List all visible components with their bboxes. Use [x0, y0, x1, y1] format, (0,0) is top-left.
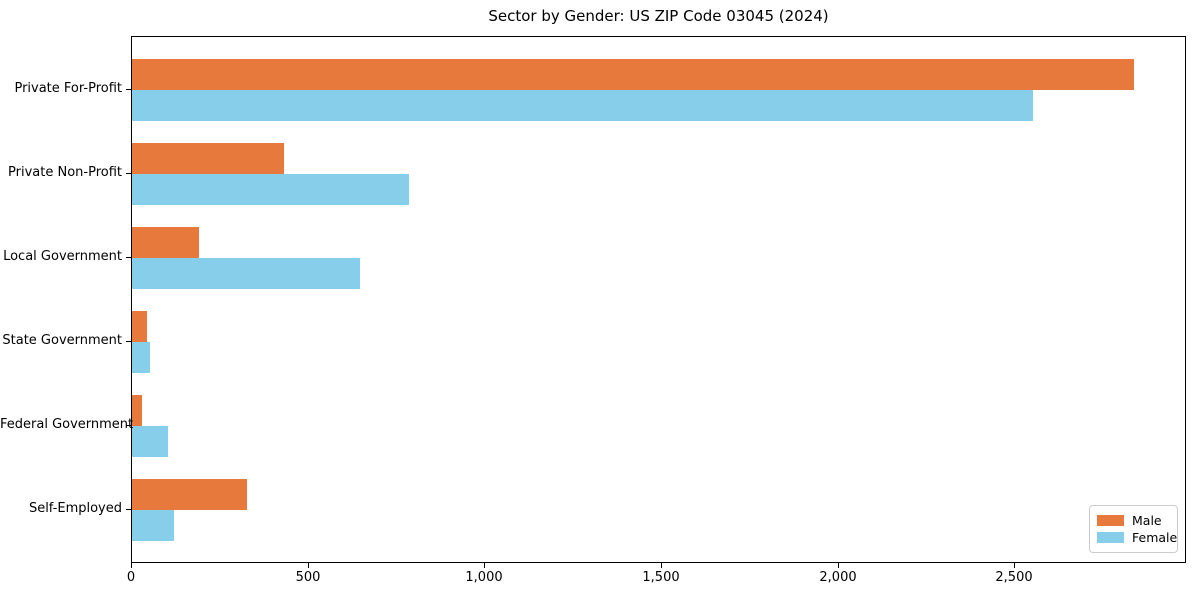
x-axis-tick-label: 500	[295, 570, 321, 585]
bar-female-private-non-profit	[132, 174, 409, 205]
bar-male-federal-government	[132, 395, 142, 426]
legend-swatch-male	[1097, 515, 1124, 526]
y-axis-tick	[126, 257, 131, 258]
x-axis-tick	[484, 563, 485, 568]
bar-male-self-employed	[132, 479, 247, 510]
y-axis-tick	[126, 173, 131, 174]
y-axis-label-federal-government: Federal Government	[0, 417, 134, 432]
x-axis-tick	[661, 563, 662, 568]
plot-area	[131, 36, 1186, 563]
legend-label-male: Male	[1132, 513, 1162, 528]
x-axis-tick-label: 0	[126, 570, 136, 585]
legend-swatch-female	[1097, 532, 1124, 543]
y-axis-tick	[126, 341, 131, 342]
bar-male-private-non-profit	[132, 143, 284, 174]
x-axis-tick	[131, 563, 132, 568]
x-axis-tick-label: 1,000	[465, 570, 503, 585]
bar-female-private-for-profit	[132, 90, 1033, 121]
y-axis-tick	[126, 89, 131, 90]
bar-male-state-government	[132, 311, 147, 342]
y-axis-tick	[126, 509, 131, 510]
x-axis-tick	[1014, 563, 1015, 568]
x-axis-tick	[308, 563, 309, 568]
y-axis-tick	[126, 425, 131, 426]
legend-entry-female: Female	[1097, 529, 1177, 546]
x-axis-tick-label: 1,500	[642, 570, 680, 585]
chart-title: Sector by Gender: US ZIP Code 03045 (202…	[488, 7, 829, 25]
x-axis-tick	[838, 563, 839, 568]
legend-label-female: Female	[1132, 530, 1178, 545]
bar-female-self-employed	[132, 510, 174, 541]
bar-female-state-government	[132, 342, 150, 373]
x-axis-tick-label: 2,000	[819, 570, 857, 585]
y-axis-label-private-for-profit: Private For-Profit	[14, 81, 122, 96]
y-axis-label-private-non-profit: Private Non-Profit	[8, 165, 122, 180]
legend: Male Female	[1089, 505, 1178, 553]
y-axis-label-state-government: State Government	[2, 333, 122, 348]
bar-female-federal-government	[132, 426, 168, 457]
bar-female-local-government	[132, 258, 360, 289]
legend-entry-male: Male	[1097, 512, 1169, 529]
y-axis-label-self-employed: Self-Employed	[28, 501, 122, 516]
x-axis-tick-label: 2,500	[995, 570, 1033, 585]
y-axis-label-local-government: Local Government	[3, 249, 122, 264]
bar-male-private-for-profit	[132, 59, 1134, 90]
bar-male-local-government	[132, 227, 199, 258]
